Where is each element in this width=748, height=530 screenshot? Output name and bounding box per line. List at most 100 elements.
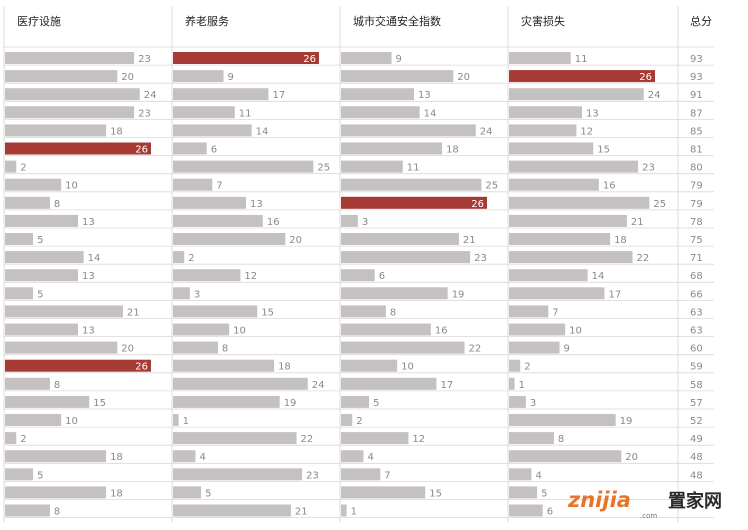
bar bbox=[509, 432, 554, 445]
bar bbox=[341, 178, 482, 191]
total-score: 68 bbox=[690, 271, 703, 282]
bar-value-label: 26 bbox=[471, 199, 484, 210]
bar bbox=[173, 468, 303, 481]
bar-value-label: 21 bbox=[127, 307, 140, 318]
bar bbox=[173, 196, 246, 209]
bar bbox=[341, 52, 392, 64]
bar bbox=[5, 305, 123, 318]
bar bbox=[509, 486, 538, 499]
bar-value-label: 9 bbox=[396, 54, 402, 65]
bar-value-label: 20 bbox=[289, 235, 302, 246]
bar bbox=[509, 124, 577, 137]
bar-value-label: 6 bbox=[379, 271, 385, 282]
bar bbox=[173, 414, 179, 426]
bar bbox=[5, 52, 135, 64]
bar bbox=[509, 70, 655, 83]
bar-value-label: 15 bbox=[93, 398, 106, 409]
bar bbox=[5, 504, 50, 517]
bar-value-label: 16 bbox=[603, 181, 616, 192]
bar bbox=[509, 251, 633, 264]
bar bbox=[173, 305, 258, 318]
bar-value-label: 10 bbox=[65, 416, 78, 427]
bar bbox=[173, 106, 235, 119]
bar-value-label: 24 bbox=[648, 90, 661, 101]
bar-value-label: 8 bbox=[54, 199, 60, 210]
total-score: 66 bbox=[690, 289, 703, 300]
bar bbox=[173, 287, 190, 300]
bar-value-label: 13 bbox=[82, 271, 95, 282]
bar bbox=[341, 160, 403, 173]
bar bbox=[5, 214, 78, 227]
bar-value-label: 13 bbox=[586, 108, 599, 119]
bar bbox=[509, 305, 549, 318]
bar-value-label: 25 bbox=[485, 181, 498, 192]
bar-value-label: 17 bbox=[608, 289, 621, 300]
bar-value-label: 14 bbox=[88, 253, 101, 264]
bar-value-label: 21 bbox=[631, 217, 644, 228]
bar-value-label: 18 bbox=[446, 145, 459, 156]
bar-value-label: 5 bbox=[205, 488, 211, 499]
bar-value-label: 24 bbox=[144, 90, 157, 101]
total-score: 48 bbox=[690, 452, 703, 463]
bar bbox=[173, 142, 207, 155]
bar bbox=[5, 450, 107, 463]
bar-value-label: 20 bbox=[625, 452, 638, 463]
bar bbox=[173, 359, 275, 372]
bar bbox=[173, 432, 297, 445]
bar bbox=[5, 432, 17, 445]
total-score: 87 bbox=[690, 108, 703, 119]
total-score: 52 bbox=[690, 416, 703, 427]
bar bbox=[5, 323, 78, 336]
bar-value-label: 5 bbox=[37, 470, 43, 481]
total-score: 48 bbox=[690, 470, 703, 481]
bar bbox=[509, 196, 650, 209]
column-header: 养老服务 bbox=[185, 14, 229, 28]
bar bbox=[341, 106, 420, 119]
bar bbox=[509, 178, 599, 191]
bar bbox=[173, 88, 269, 101]
total-score: 79 bbox=[690, 199, 703, 210]
total-score: 93 bbox=[690, 54, 703, 65]
bar-value-label: 10 bbox=[569, 326, 582, 337]
bar bbox=[5, 395, 90, 408]
bar-value-label: 16 bbox=[435, 326, 448, 337]
bar-value-label: 23 bbox=[642, 163, 655, 174]
bar-value-label: 5 bbox=[373, 398, 379, 409]
bar bbox=[509, 269, 588, 282]
bar bbox=[341, 214, 358, 227]
bar bbox=[5, 88, 140, 101]
total-header: 总分 bbox=[690, 14, 712, 28]
bar bbox=[341, 486, 426, 499]
bar bbox=[509, 160, 639, 173]
bar-value-label: 25 bbox=[317, 163, 330, 174]
bar bbox=[173, 124, 252, 137]
bar bbox=[509, 52, 571, 64]
bar-value-label: 10 bbox=[233, 326, 246, 337]
bar bbox=[173, 504, 291, 517]
bar-value-label: 10 bbox=[401, 362, 414, 373]
bar-value-label: 14 bbox=[592, 271, 605, 282]
bar bbox=[509, 414, 616, 426]
column-header: 医疗设施 bbox=[17, 14, 61, 28]
bar bbox=[173, 486, 202, 499]
bar-value-label: 14 bbox=[424, 108, 437, 119]
total-score: 93 bbox=[690, 72, 703, 83]
total-score: 78 bbox=[690, 217, 703, 228]
bar-value-label: 2 bbox=[356, 416, 362, 427]
bar-value-label: 22 bbox=[469, 344, 482, 355]
bar-value-label: 19 bbox=[284, 398, 297, 409]
watermark-brand: znijia bbox=[567, 488, 631, 512]
bar-value-label: 26 bbox=[639, 72, 652, 83]
bar-value-label: 7 bbox=[384, 470, 390, 481]
total-score: 63 bbox=[690, 307, 703, 318]
bar-value-label: 24 bbox=[312, 380, 325, 391]
bar bbox=[341, 305, 386, 318]
bar-value-label: 2 bbox=[188, 253, 194, 264]
total-score: 80 bbox=[690, 163, 703, 174]
bar-value-label: 20 bbox=[457, 72, 470, 83]
bar bbox=[5, 196, 50, 209]
bar-value-label: 20 bbox=[121, 72, 134, 83]
bar bbox=[5, 106, 135, 119]
bar bbox=[341, 504, 347, 517]
bar-value-label: 15 bbox=[261, 307, 274, 318]
